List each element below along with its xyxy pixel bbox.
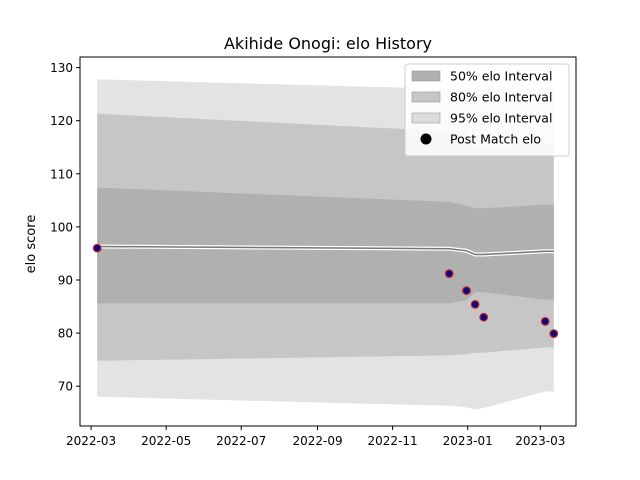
y-tick-label: 130 <box>50 61 73 75</box>
legend-swatch <box>411 91 441 103</box>
x-tick-label: 2023-01 <box>443 434 493 448</box>
post-match-points <box>92 243 559 339</box>
plot-area <box>92 79 559 410</box>
x-tick-label: 2023-03 <box>515 434 565 448</box>
plot-frame <box>79 56 577 427</box>
legend-marker <box>420 133 432 145</box>
post-match-elo-point <box>540 317 550 326</box>
post-match-elo-point <box>462 286 471 296</box>
y-tick-label: 110 <box>50 167 73 181</box>
x-tick-label: 2022-03 <box>66 434 116 448</box>
legend-label: 95% elo Interval <box>450 111 552 126</box>
post-match-elo-point <box>444 269 454 279</box>
post-match-elo-point <box>549 329 559 339</box>
legend-frame <box>404 63 570 157</box>
x-tick-label: 2022-07 <box>216 434 266 448</box>
legend-swatch <box>411 70 441 82</box>
y-tick-label: 70 <box>58 380 73 394</box>
x-tick-label: 2022-05 <box>141 434 191 448</box>
x-tick-label: 2022-11 <box>368 434 418 448</box>
legend-label: 50% elo Interval <box>450 69 552 84</box>
mean-elo-line-group <box>97 244 554 257</box>
y-axis-ticks: 70 80 90 100 110 120 130 <box>50 61 80 394</box>
x-tick-label: 2022-09 <box>292 434 342 448</box>
band-50-interval <box>97 187 554 304</box>
y-axis-label: elo score <box>24 215 39 274</box>
legend-label: 80% elo Interval <box>450 90 552 105</box>
legend-swatch <box>411 112 441 124</box>
chart-legend: 50% elo Interval 80% elo Interval 95% elo … <box>404 63 570 157</box>
x-axis-ticks: 2022-03 2022-05 2022-07 2022-09 2022-11 2023-… <box>66 426 565 448</box>
chart-title: Akihide Onogi: elo History <box>224 34 432 53</box>
mean-elo-line <box>97 245 554 256</box>
y-tick-label: 80 <box>58 327 73 341</box>
y-tick-label: 100 <box>50 220 73 234</box>
y-tick-label: 90 <box>58 273 73 287</box>
post-match-elo-point <box>470 300 480 309</box>
post-match-elo-point <box>479 312 489 322</box>
interval-bands <box>97 79 554 410</box>
post-match-elo-point <box>92 243 102 253</box>
legend-label: Post Match elo <box>450 132 541 147</box>
y-tick-label: 120 <box>50 114 73 128</box>
